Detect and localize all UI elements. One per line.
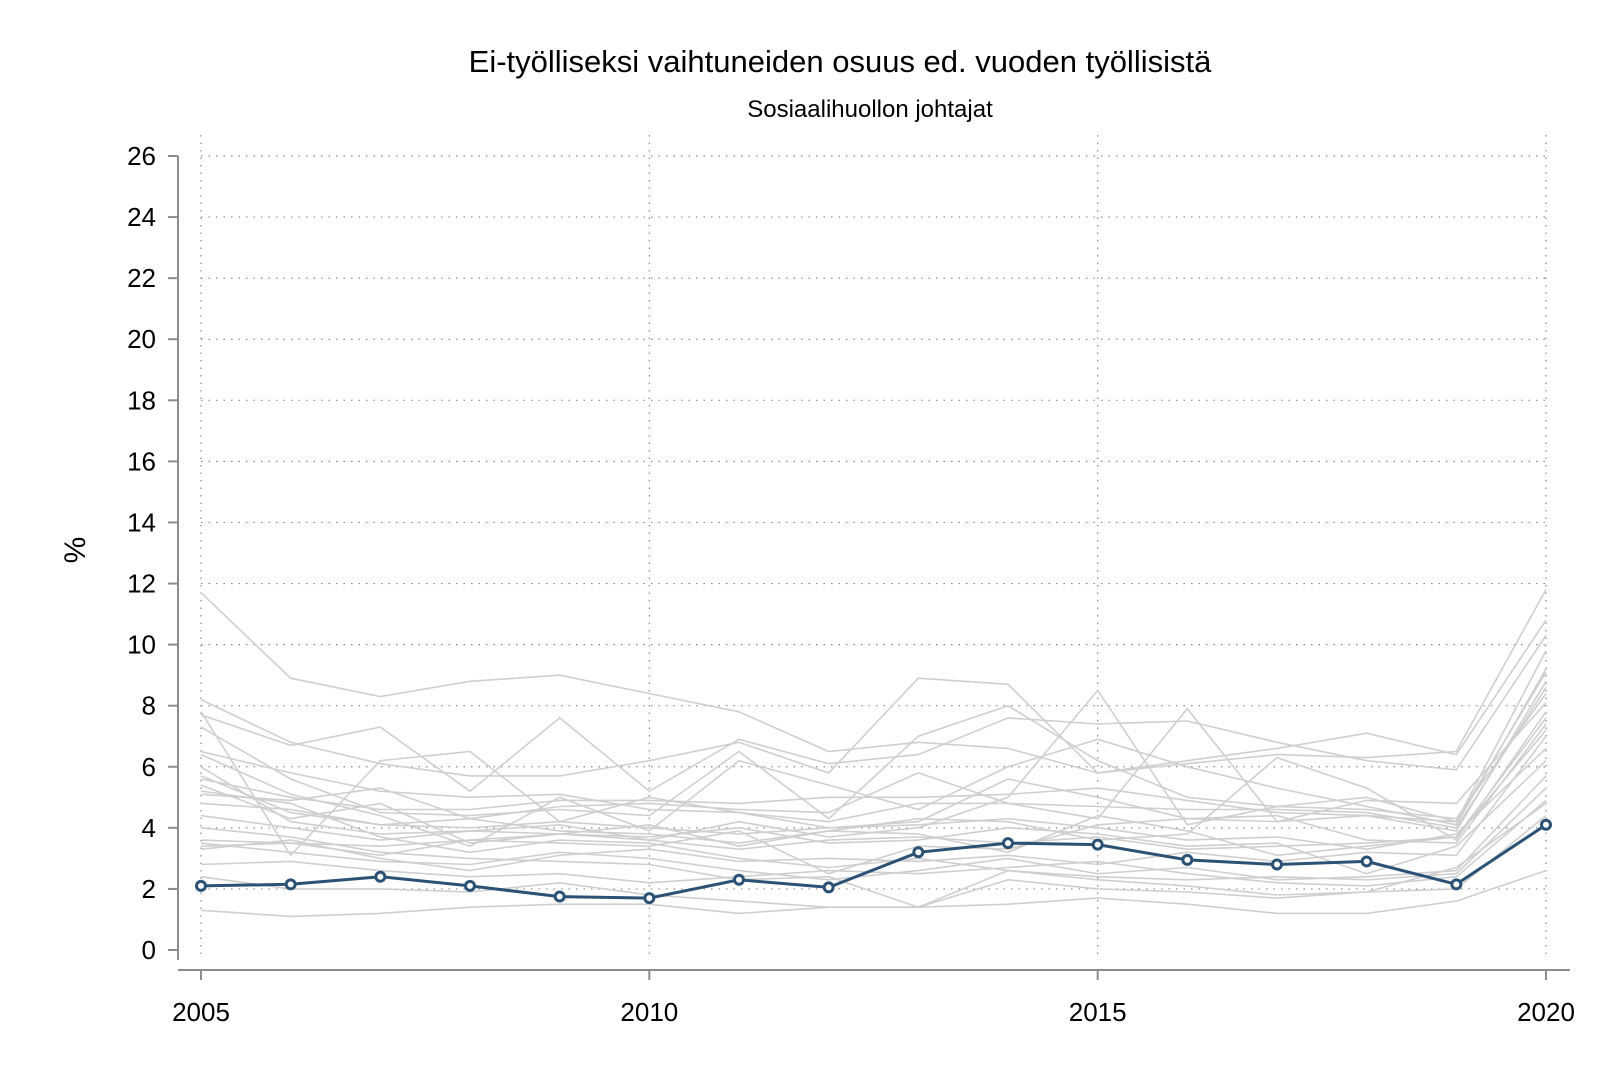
highlight-point-2020 [1540, 818, 1552, 831]
background-series-line-4 [200, 650, 1547, 823]
background-series-line-18 [200, 869, 1547, 918]
chart-title: Ei-työlliseksi vaihtuneiden osuus ed. vu… [469, 44, 1212, 79]
x-tick-label: 2010 [620, 997, 678, 1027]
highlight-series [195, 818, 1552, 905]
background-series-line-23 [200, 747, 1547, 851]
highlight-point-2009 [553, 890, 566, 903]
background-series-line-1 [200, 589, 1547, 774]
background-series-line-8 [200, 702, 1547, 823]
highlight-point-2011 [733, 873, 745, 886]
background-series-line-3 [200, 635, 1547, 793]
highlight-point-2012 [822, 881, 835, 894]
background-series-line-13 [200, 760, 1547, 875]
background-series-line-20 [200, 671, 1547, 823]
background-series-line-16 [200, 799, 1547, 887]
y-tick-label: 6 [142, 752, 156, 782]
background-series-line-12 [200, 735, 1547, 872]
background-series-line-22 [200, 729, 1547, 857]
y-tick-label: 20 [127, 324, 156, 354]
y-axis-label: % [59, 537, 92, 564]
highlight-point-2007 [374, 870, 387, 883]
background-series-line-21 [200, 686, 1547, 829]
background-series-line-14 [200, 775, 1547, 881]
y-tick-label: 4 [142, 813, 156, 843]
background-series-line-6 [200, 680, 1547, 857]
highlight-point-2017 [1271, 858, 1283, 871]
y-tick-label: 14 [127, 507, 156, 537]
x-tick-label: 2005 [172, 997, 230, 1027]
y-tick-label: 8 [142, 691, 156, 721]
y-tick-label: 26 [127, 141, 156, 171]
x-tick-label: 2015 [1069, 997, 1127, 1027]
highlight-point-2015 [1091, 838, 1104, 851]
y-tick-label: 12 [127, 569, 156, 599]
y-tick-label: 18 [127, 385, 156, 415]
background-series-line-2 [200, 619, 1547, 777]
highlight-point-2019 [1450, 878, 1463, 891]
highlight-point-2005 [195, 879, 207, 892]
highlight-point-2018 [1360, 855, 1373, 868]
highlight-point-2014 [1002, 837, 1014, 850]
highlight-point-2010 [643, 892, 656, 905]
highlight-point-2006 [284, 878, 297, 891]
y-tick-label: 22 [127, 263, 156, 293]
x-tick-label: 2020 [1517, 997, 1575, 1027]
y-tick-label: 16 [127, 446, 156, 476]
background-series [200, 589, 1547, 918]
y-tick-label: 10 [127, 630, 156, 660]
highlight-point-2013 [912, 846, 925, 859]
background-series-line-10 [200, 717, 1547, 851]
highlight-point-2016 [1181, 853, 1194, 866]
background-series-line-9 [200, 711, 1547, 844]
y-tick-label: 24 [127, 202, 156, 232]
highlight-point-2008 [464, 879, 476, 892]
chart-subtitle: Sosiaalihuollon johtajat [747, 96, 993, 123]
y-tick-label: 0 [142, 935, 156, 965]
background-series-line-19 [200, 802, 1547, 909]
highlight-series-line [200, 823, 1547, 900]
background-series-line-15 [200, 787, 1547, 881]
grid [200, 135, 1547, 960]
y-tick-label: 2 [142, 874, 156, 904]
